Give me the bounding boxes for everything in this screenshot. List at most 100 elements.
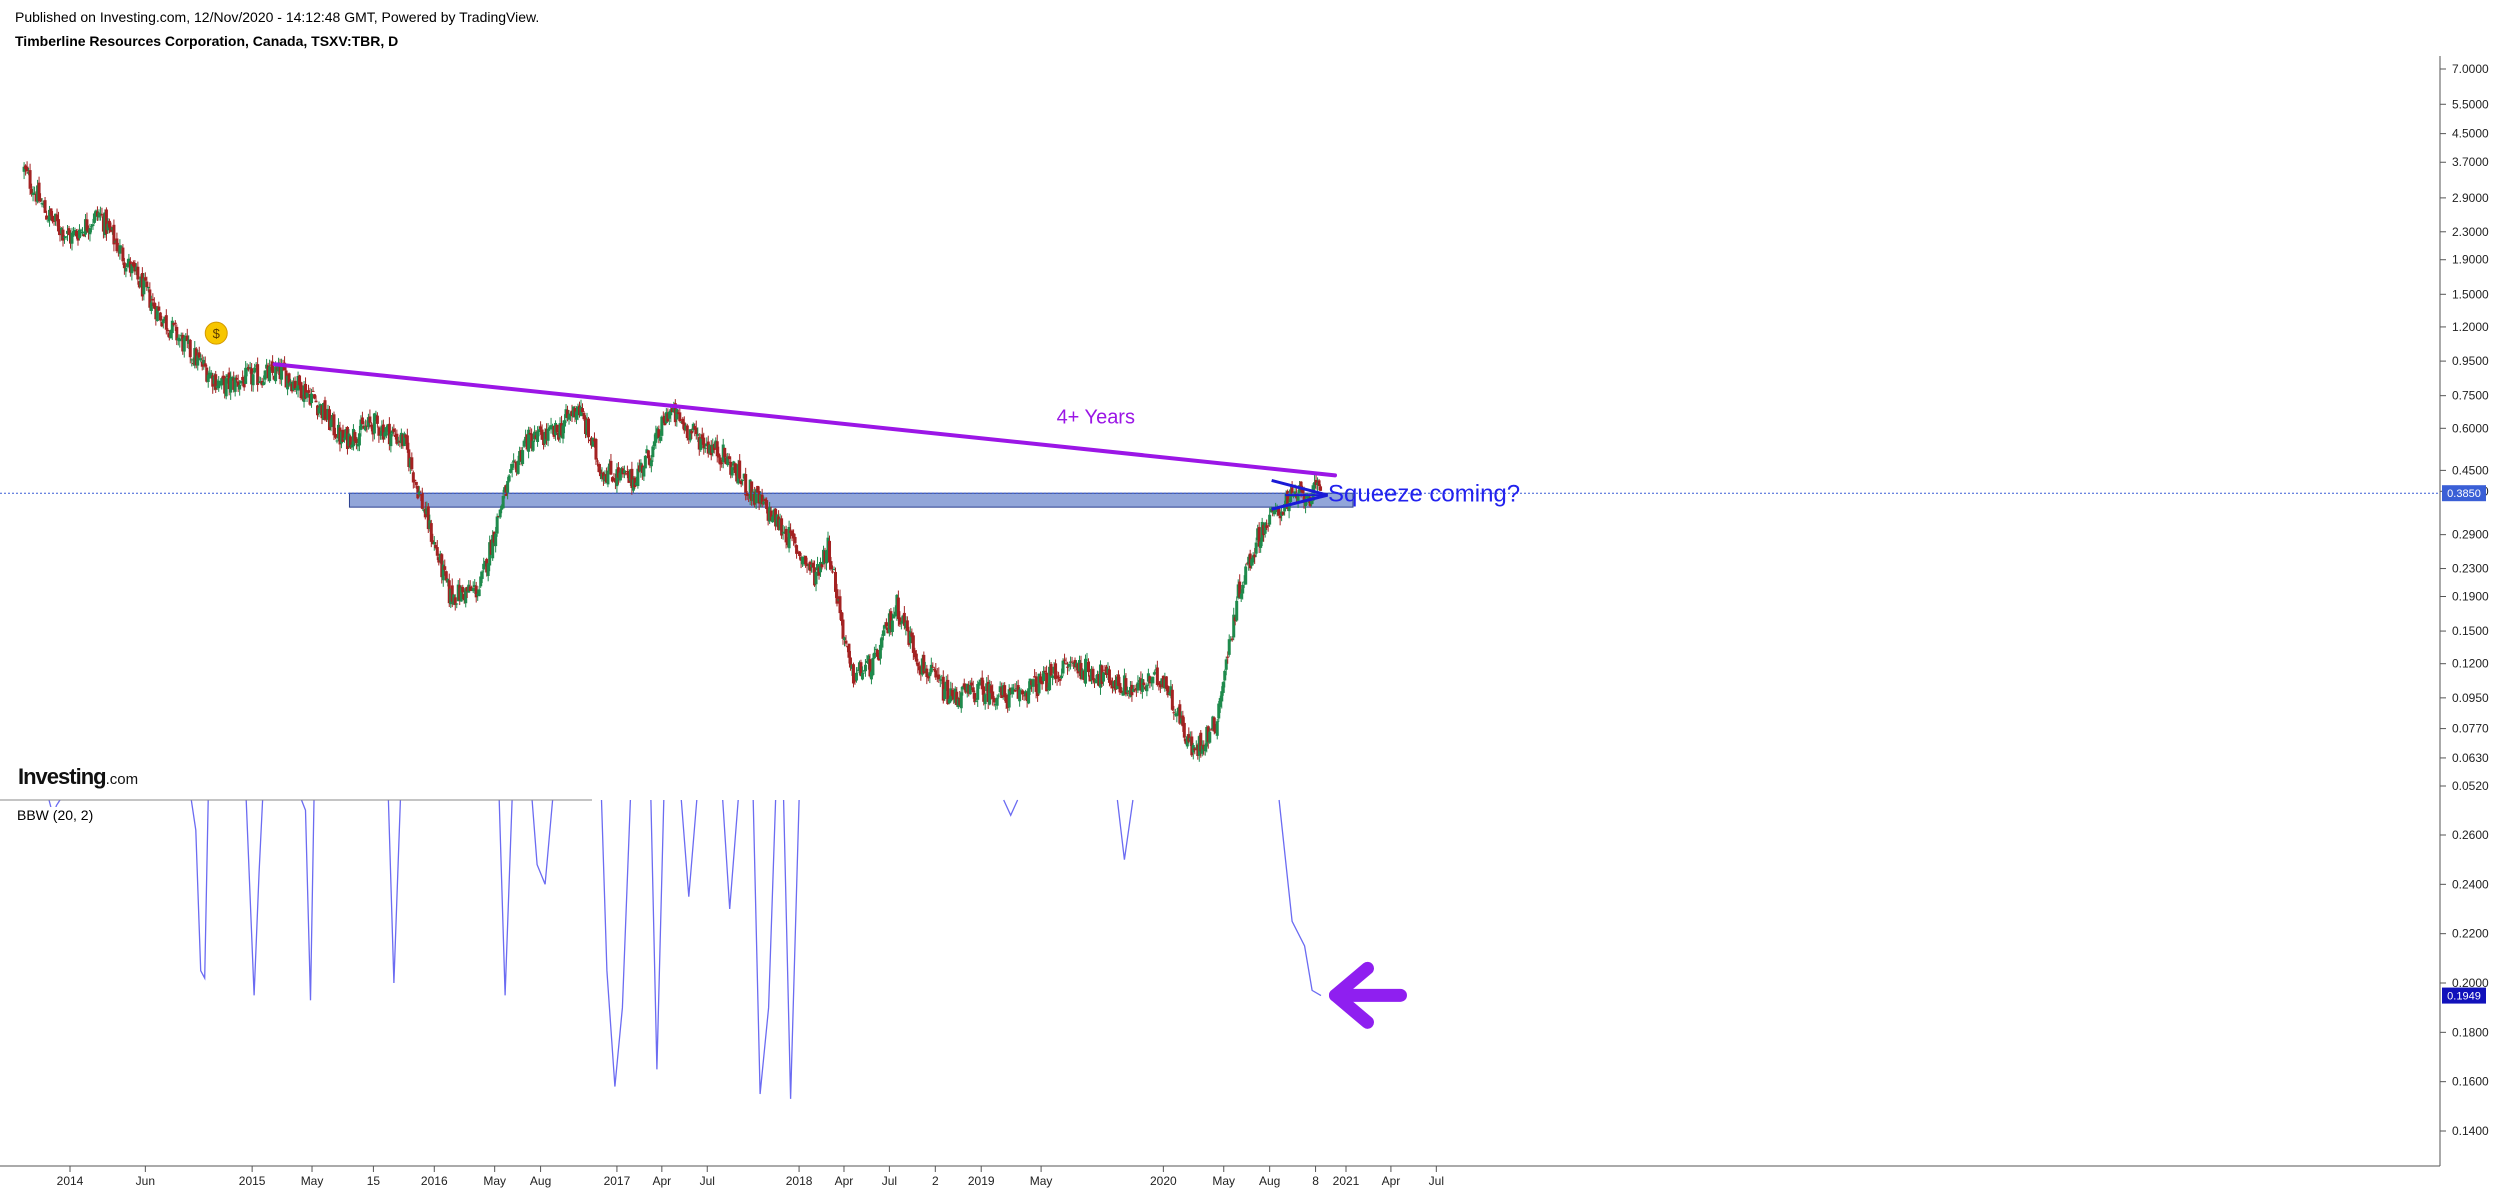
candle-down	[145, 276, 149, 291]
candle-down	[1319, 484, 1323, 491]
y-tick-label: 0.9500	[2452, 354, 2489, 368]
candle-down	[678, 407, 682, 423]
y-tick-label: 0.4500	[2452, 463, 2489, 477]
investing-logo: Investing.com	[18, 764, 139, 789]
candle-up	[983, 692, 987, 710]
candle-down	[410, 452, 414, 472]
candle-down	[381, 419, 385, 443]
arrow-head-icon	[1328, 961, 1374, 1029]
x-tick-label: Apr	[835, 1174, 854, 1188]
bbw-line	[650, 799, 665, 1070]
candle-down	[333, 427, 337, 440]
candle-up	[432, 536, 436, 551]
candle-down	[835, 583, 839, 607]
candle-up	[814, 567, 818, 592]
candle-up	[1263, 521, 1267, 538]
y-tick-label: 7.0000	[2452, 62, 2489, 76]
chart-title: Timberline Resources Corporation, Canada…	[15, 33, 399, 49]
bbw-line	[600, 799, 632, 1087]
candle-up	[1215, 718, 1219, 740]
candle-down	[354, 436, 358, 450]
bbw-line	[752, 799, 777, 1095]
candle-up	[310, 388, 314, 408]
annotation-4-years: 4+ Years	[1057, 407, 1135, 429]
candle-down	[1013, 683, 1017, 693]
candle-down	[609, 453, 613, 476]
candle-up	[1012, 683, 1016, 695]
candle-up	[161, 318, 165, 329]
bbw-badge-label: 0.1949	[2447, 991, 2481, 1003]
bbw-line	[387, 799, 402, 984]
candle-down	[1070, 656, 1074, 667]
candle-up	[961, 685, 965, 696]
y-tick-label: 0.6000	[2452, 421, 2489, 435]
candle-down	[435, 540, 439, 560]
candle-up	[1061, 658, 1065, 677]
candle-down	[594, 437, 598, 466]
candle-up	[832, 566, 836, 571]
candle-up	[1101, 671, 1105, 686]
candle-up	[31, 186, 35, 202]
candle-down	[1045, 665, 1049, 692]
candle-up	[130, 263, 134, 281]
indicator-layer	[48, 799, 1322, 1099]
ind-tick-label: 0.2400	[2452, 877, 2489, 891]
axes-layer: 7.0000 5.5000 4.5000 3.7000 2.9000 2.3000 1.90…	[0, 56, 2489, 1188]
candle-up	[1136, 675, 1140, 694]
candle-down	[1021, 689, 1025, 701]
x-tick-label: May	[483, 1174, 506, 1188]
x-tick-label: 15	[367, 1174, 381, 1188]
y-tick-label: 4.5000	[2452, 127, 2489, 141]
candle-up	[22, 162, 26, 180]
candle-down	[197, 346, 201, 360]
candle-down	[690, 428, 694, 440]
candle-up	[372, 412, 376, 440]
candle-up	[199, 353, 203, 363]
candle-down	[727, 453, 731, 463]
candle-up	[1051, 674, 1055, 686]
candle-down	[1142, 679, 1146, 688]
candle-up	[512, 453, 516, 468]
candle-up	[726, 452, 730, 467]
candle-down	[100, 207, 104, 218]
candle-up	[389, 431, 393, 453]
bbw-line	[190, 799, 209, 981]
candle-down	[235, 374, 239, 383]
x-tick-label: 2	[932, 1174, 939, 1188]
candle-down	[1087, 658, 1091, 677]
x-tick-label: 2020	[1150, 1174, 1177, 1188]
y-tick-label: 2.3000	[2452, 225, 2489, 239]
candle-down	[136, 261, 140, 285]
candle-down	[973, 690, 977, 705]
candle-up	[567, 410, 571, 425]
candle-up	[1223, 669, 1227, 688]
candle-up	[643, 455, 647, 469]
candle-up	[239, 380, 243, 386]
y-tick-label: 2.9000	[2452, 191, 2489, 205]
candle-up	[1152, 670, 1156, 676]
candle-down	[1265, 519, 1269, 531]
x-tick-label: 2016	[421, 1174, 448, 1188]
candle-down	[1054, 659, 1058, 684]
candle-down	[898, 611, 902, 627]
candle-up	[64, 236, 68, 240]
x-tick-label: May	[1212, 1174, 1235, 1188]
candle-up	[1232, 607, 1236, 641]
candle-up	[997, 693, 1001, 699]
candle-up	[860, 666, 864, 681]
x-tick-label: 2015	[239, 1174, 266, 1188]
y-tick-label: 0.0950	[2452, 691, 2489, 705]
candle-up	[170, 316, 174, 340]
candle-up	[182, 334, 186, 358]
candle-up	[1018, 686, 1022, 707]
candle-down	[1182, 717, 1186, 742]
candle-up	[1244, 563, 1248, 585]
candle-down	[453, 594, 457, 611]
candle-down	[694, 420, 698, 440]
x-tick-label: 2021	[1333, 1174, 1360, 1188]
y-tick-label: 0.1900	[2452, 589, 2489, 603]
candle-down	[1281, 511, 1285, 516]
candle-up	[357, 426, 361, 452]
candle-down	[580, 403, 584, 413]
